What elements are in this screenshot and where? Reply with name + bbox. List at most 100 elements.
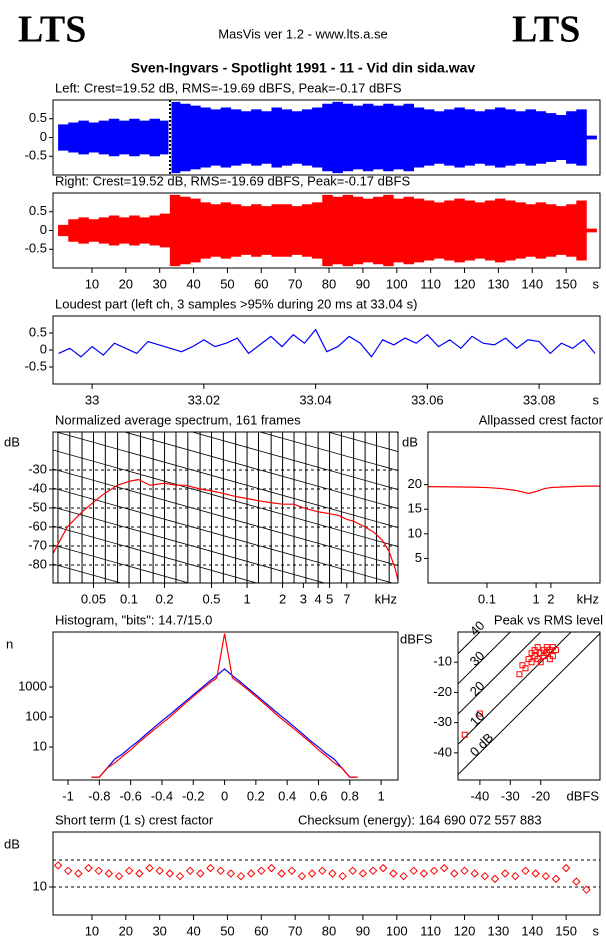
x-tick-label: 0.2 (247, 788, 265, 803)
waveform-segment (261, 111, 272, 164)
x-tick-label: -0.4 (151, 788, 173, 803)
waveform-segment (373, 196, 384, 265)
x-axis-label: dBFS (566, 788, 599, 803)
waveform-segment (545, 204, 557, 257)
diagonal-label: 20 (467, 678, 488, 699)
waveform-segment (444, 200, 455, 261)
scatter-point (206, 863, 215, 873)
y-tick-label: 100 (25, 708, 47, 723)
scatter-point (84, 863, 93, 873)
waveform-segment (403, 196, 415, 265)
waveform-segment (312, 107, 323, 168)
scatter-point (246, 869, 256, 878)
scatter-point (226, 869, 236, 878)
x-axis-label: kHz (375, 591, 397, 606)
y-tick-label: 1000 (18, 678, 47, 693)
y-tick-label: -0.5 (25, 241, 47, 256)
x-tick-label: 10 (85, 923, 99, 938)
scatter-point (257, 866, 266, 876)
scatter-point (460, 866, 469, 876)
y-tick-label: 0.5 (29, 203, 47, 218)
diagonal-guide (53, 544, 191, 583)
scatter-point (399, 871, 408, 881)
x-tick-label: 2 (279, 591, 286, 606)
scatter-point (552, 647, 559, 654)
scatter-point (540, 647, 547, 654)
scatter-point (519, 662, 526, 669)
scatter-point (348, 866, 357, 876)
x-tick-label: 0 (221, 788, 228, 803)
x-tick-label: 110 (420, 923, 441, 938)
diagonal-guide (53, 279, 398, 376)
scatter-point (549, 644, 556, 651)
chart-title: Short term (1 s) crest factor (55, 812, 214, 827)
waveform-segment (576, 200, 587, 261)
scatter-point (196, 869, 205, 878)
waveform-segment (383, 194, 394, 267)
plot-area (58, 100, 597, 175)
diagonal-label: 40 (467, 618, 488, 639)
x-tick-label: 30 (152, 276, 166, 291)
y-tick-label: 0 (40, 222, 47, 237)
x-tick-label: 33.06 (411, 392, 444, 407)
scatter-point (64, 866, 73, 876)
chart-title: Histogram, "bits": 14.7/15.0 (55, 612, 212, 627)
waveform-segment (484, 109, 496, 166)
waveform-segment (159, 120, 171, 155)
scatter-point (429, 866, 439, 876)
x-tick-label: -30 (501, 788, 520, 803)
y-tick-label: 0 (40, 341, 47, 356)
series-line (91, 668, 358, 778)
waveform-segment (464, 200, 475, 261)
scatter-point (94, 866, 103, 876)
x-tick-label: 90 (356, 923, 370, 938)
x-tick-label: 10 (85, 276, 99, 291)
x-axis-label: kHz (577, 591, 599, 606)
scatter-point (461, 731, 468, 738)
scatter-point (525, 656, 532, 663)
plot-frame (52, 192, 601, 269)
y-tick-label: -30 (433, 714, 452, 729)
x-tick-label: 70 (288, 276, 302, 291)
y-tick-label: -40 (28, 480, 47, 495)
scatter-point (236, 871, 246, 881)
y-tick-label: 5 (415, 550, 422, 565)
scatter-point (439, 863, 449, 873)
y-tick-label: -50 (28, 499, 47, 514)
waveform-segment (393, 198, 404, 263)
x-tick-label: -0.6 (119, 788, 141, 803)
waveform-segment (180, 103, 191, 172)
waveform-segment (58, 124, 69, 151)
scatter-point (490, 874, 500, 884)
waveform-segment (566, 204, 577, 257)
x-tick-label: -40 (470, 788, 489, 803)
y-tick-label: 10 (33, 739, 47, 754)
scatter-point (338, 871, 347, 881)
waveform-segment (474, 111, 486, 164)
diagonal-guide (53, 525, 259, 583)
waveform-segment (251, 109, 262, 166)
waveform-segment (149, 215, 160, 246)
scatter-point (551, 874, 561, 884)
diagonal-guide (53, 449, 398, 547)
waveform-segment (434, 202, 445, 259)
waveform-segment (566, 111, 577, 164)
waveform-segment (444, 109, 455, 166)
app-title: MasVis ver 1.2 - www.lts.a.se (218, 26, 388, 41)
scatter-point (543, 644, 550, 651)
waveform-segment (525, 109, 536, 166)
x-tick-label: 4 (315, 591, 322, 606)
diagonal-guide (190, 432, 398, 490)
logo-right: LTS (512, 9, 580, 51)
scatter-point (582, 885, 591, 894)
logo-left: LTS (18, 9, 86, 51)
scatter-point (450, 869, 459, 878)
x-tick-label: 1 (377, 788, 384, 803)
plot-area (91, 633, 358, 778)
waveform-segment (352, 105, 364, 170)
waveform-segment (535, 111, 547, 164)
x-tick-label: 50 (220, 923, 234, 938)
waveform-segment (180, 196, 191, 265)
plot-frame (52, 431, 399, 584)
x-tick-label: 120 (454, 276, 476, 291)
